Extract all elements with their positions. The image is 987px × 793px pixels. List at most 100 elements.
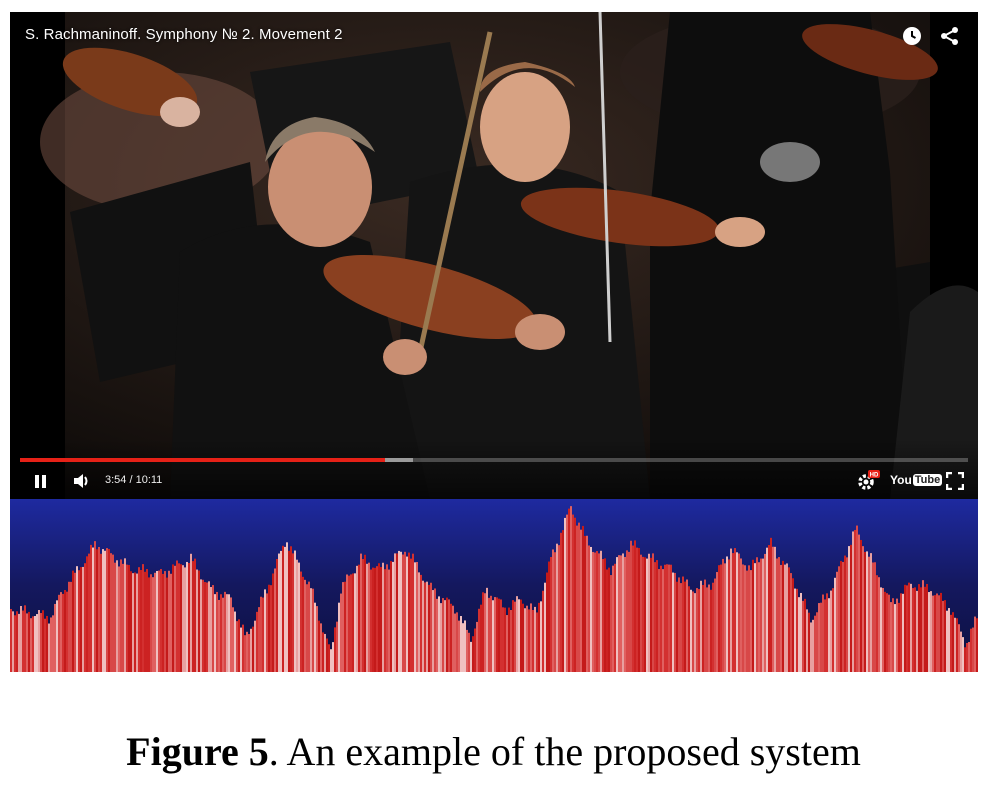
waveform-bar <box>814 615 816 672</box>
waveform-bar <box>16 611 18 672</box>
waveform-bar <box>684 581 686 672</box>
waveform-bar <box>620 555 622 672</box>
waveform-bar <box>38 610 40 672</box>
waveform-bar <box>378 563 380 672</box>
audio-waveform <box>10 499 978 672</box>
waveform-bar <box>886 593 888 672</box>
pause-icon[interactable] <box>32 469 50 493</box>
waveform-bar <box>912 588 914 672</box>
waveform-bar <box>272 573 274 672</box>
waveform-bar <box>148 577 150 672</box>
waveform-bar <box>734 548 736 672</box>
progress-bar[interactable] <box>20 458 968 462</box>
waveform-bar <box>770 537 772 672</box>
waveform-bar <box>198 570 200 672</box>
waveform-bar <box>296 559 298 672</box>
waveform-bar <box>820 602 822 672</box>
waveform-bar <box>848 546 850 672</box>
waveform-bar <box>190 553 192 672</box>
waveform-bar <box>146 569 148 672</box>
waveform-bar <box>32 616 34 672</box>
waveform-bar <box>278 553 280 672</box>
video-title[interactable]: S. Rachmaninoff. Symphony № 2. Movement … <box>25 26 343 43</box>
fullscreen-icon[interactable] <box>946 469 964 493</box>
waveform-bar <box>54 603 56 672</box>
waveform-bar <box>316 606 318 672</box>
waveform-bar <box>890 602 892 672</box>
waveform-bar <box>436 598 438 672</box>
waveform-bar <box>760 558 762 672</box>
share-icon[interactable] <box>938 24 962 48</box>
waveform-bar <box>794 588 796 672</box>
waveform-bar <box>962 637 964 672</box>
waveform-bar <box>74 572 76 672</box>
waveform-bar <box>472 636 474 672</box>
waveform-bar <box>710 589 712 672</box>
waveform-bar <box>716 572 718 672</box>
waveform-bar <box>682 576 684 672</box>
waveform-bar <box>58 594 60 672</box>
waveform-bar <box>524 608 526 672</box>
waveform-bar <box>274 568 276 672</box>
waveform-bar <box>308 581 310 672</box>
waveform-bar <box>738 553 740 672</box>
waveform-bar <box>892 598 894 672</box>
waveform-bar <box>352 573 354 672</box>
waveform-bar <box>514 601 516 672</box>
waveform-bar <box>336 621 338 672</box>
waveform-bar <box>924 586 926 672</box>
waveform-bar <box>138 567 140 672</box>
waveform-bar <box>836 571 838 672</box>
waveform-bar <box>692 591 694 672</box>
waveform-bar <box>96 549 98 672</box>
video-frame[interactable] <box>10 12 978 499</box>
figure-label: Figure 5 <box>126 729 269 774</box>
waveform-bar <box>600 550 602 672</box>
waveform-bar <box>44 618 46 672</box>
waveform-bar <box>434 588 436 672</box>
waveform-bar <box>482 592 484 672</box>
gear-icon[interactable]: HD <box>856 469 880 493</box>
waveform-bar <box>718 565 720 672</box>
waveform-bar <box>490 595 492 672</box>
waveform-bar <box>654 562 656 672</box>
waveform-bar <box>772 546 774 672</box>
waveform-bar <box>186 561 188 672</box>
waveform-bar <box>144 571 146 672</box>
waveform-bar <box>20 605 22 672</box>
waveform-bar <box>484 593 486 672</box>
waveform-bar <box>108 549 110 672</box>
youtube-logo[interactable]: You Tube <box>890 473 943 487</box>
waveform-bar <box>824 599 826 672</box>
waveform-bar <box>638 547 640 672</box>
waveform-bar <box>358 564 360 672</box>
waveform-bar <box>598 553 600 672</box>
waveform-bar <box>550 557 552 672</box>
waveform-bar <box>172 564 174 672</box>
waveform-bar <box>26 613 28 672</box>
waveform-bar <box>376 566 378 672</box>
waveform-bar <box>314 602 316 672</box>
waveform-bar <box>212 585 214 672</box>
clock-icon[interactable] <box>900 24 924 48</box>
waveform-bar <box>554 552 556 672</box>
waveform-bar <box>356 565 358 672</box>
waveform-bar <box>592 551 594 672</box>
waveform-bar <box>594 552 596 672</box>
waveform-bar <box>570 506 572 672</box>
waveform-bar <box>110 553 112 672</box>
waveform-bar <box>816 612 818 672</box>
waveform-bar <box>374 567 376 672</box>
waveform-bar <box>180 564 182 672</box>
waveform-bar <box>964 647 966 672</box>
waveform-bar <box>800 592 802 672</box>
waveform-bar <box>626 550 628 672</box>
waveform-bar <box>134 572 136 672</box>
waveform-bar <box>934 595 936 672</box>
waveform-bar <box>332 642 334 672</box>
waveform-bar <box>936 593 938 672</box>
waveform-bar <box>784 564 786 672</box>
volume-icon[interactable] <box>72 469 92 493</box>
waveform-bar <box>122 563 124 672</box>
video-player[interactable]: S. Rachmaninoff. Symphony № 2. Movement … <box>10 12 978 499</box>
